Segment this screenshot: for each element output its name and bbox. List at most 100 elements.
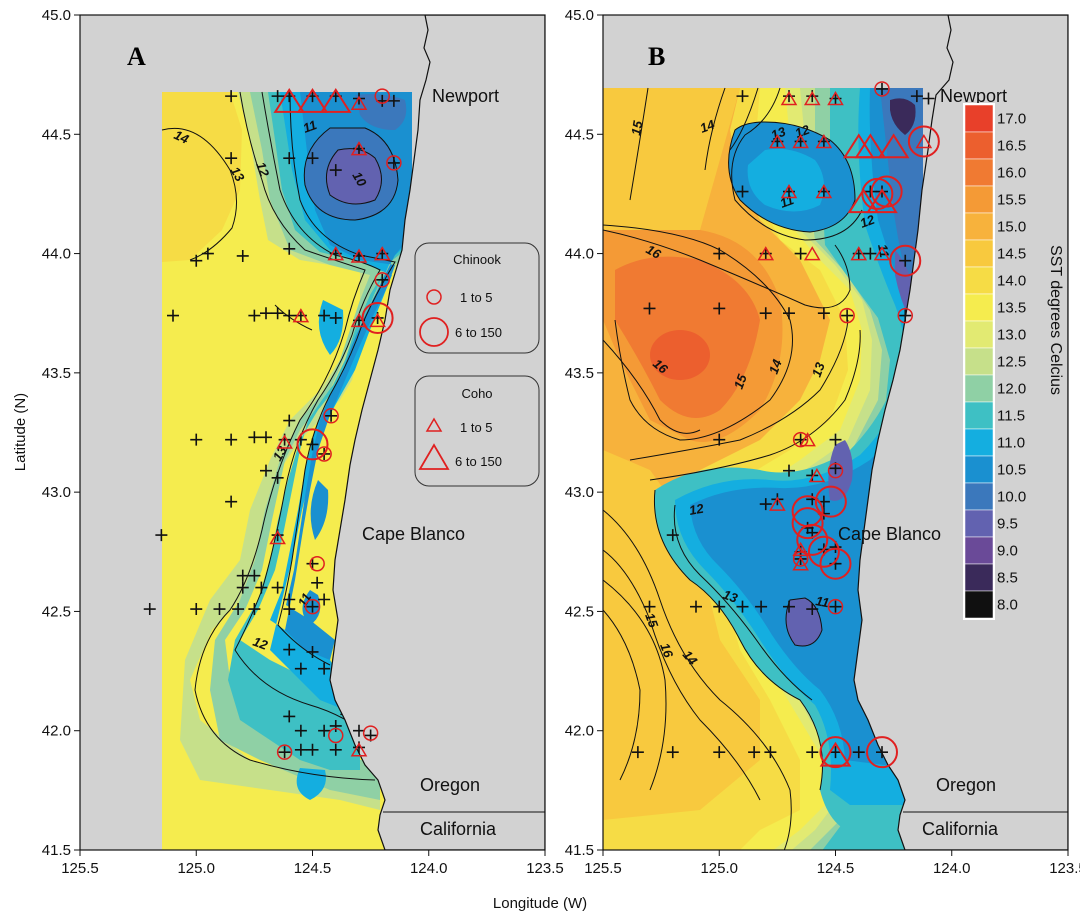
station-marker (248, 431, 261, 444)
coho-marker (803, 246, 821, 261)
station-marker (260, 464, 272, 477)
station-marker (278, 746, 291, 759)
colorbar-swatch (964, 266, 994, 295)
station-marker (387, 94, 400, 107)
station-marker (283, 242, 296, 255)
colorbar-tick-label: 12.5 (997, 354, 1026, 371)
coho-marker (373, 246, 391, 261)
colorbar-swatch (964, 347, 994, 376)
coho-small-marker (425, 417, 443, 432)
chinook-marker (796, 523, 829, 556)
place-california-a: California (420, 819, 497, 839)
station-marker (143, 603, 156, 616)
station-marker (759, 498, 772, 511)
chinook-marker (316, 446, 332, 462)
colorbar-tick-label: 8.0 (997, 597, 1018, 614)
colorbar-swatch (964, 320, 994, 349)
colorbar-swatch (964, 536, 994, 565)
coho-marker (269, 529, 286, 545)
station-marker (225, 433, 238, 446)
station-marker (329, 164, 342, 177)
coho-legend-title: Coho (461, 386, 492, 401)
colorbar-title: SST degrees Celcius (1047, 245, 1064, 395)
coho-marker (847, 188, 880, 214)
station-marker (225, 495, 238, 508)
coho-marker (292, 308, 310, 323)
y-tick-label: 43.0 (42, 484, 71, 501)
place-newport-a: Newport (432, 86, 499, 106)
station-marker (155, 529, 168, 542)
chinook-marker (866, 736, 898, 769)
coho-marker (819, 741, 852, 767)
colorbar-swatch (964, 239, 994, 268)
panel-b-land (853, 15, 1068, 850)
station-marker (922, 92, 935, 105)
x-tick-label: 125.0 (177, 860, 215, 877)
panel-a-contours (161, 91, 399, 781)
station-marker (306, 438, 319, 451)
station-marker (294, 662, 307, 675)
station-marker (852, 746, 865, 759)
station-marker (353, 724, 365, 737)
station-marker (255, 581, 268, 594)
coho-marker (350, 312, 368, 328)
coho-marker (769, 133, 786, 149)
station-marker (248, 603, 261, 616)
colorbar-swatch (964, 293, 994, 322)
station-marker (306, 645, 319, 658)
station-marker (736, 185, 749, 198)
coho-marker (827, 91, 844, 106)
station-marker (376, 94, 389, 107)
colorbar-tick-label: 16.0 (997, 165, 1026, 182)
y-tick-label: 42.0 (565, 723, 594, 740)
x-tick-label: 124.5 (817, 860, 855, 877)
station-marker (294, 743, 307, 756)
colorbar-swatch (964, 455, 994, 484)
y-tick-label: 44.5 (42, 126, 71, 143)
coho-marker (369, 312, 386, 328)
station-marker (713, 247, 726, 260)
station-marker (666, 746, 679, 759)
colorbar-swatch (964, 509, 994, 538)
station-marker (736, 600, 749, 613)
y-tick-label: 45.0 (565, 7, 594, 24)
colorbar-tick-label: 14.5 (997, 246, 1026, 263)
coho-marker (276, 434, 293, 449)
place-cape-blanco-b: Cape Blanco (838, 524, 941, 544)
station-marker (713, 746, 726, 759)
contour-label: 15 (642, 611, 661, 630)
place-newport-b: Newport (940, 86, 1007, 106)
colorbar-tick-label: 9.0 (997, 543, 1018, 560)
colorbar-tick-label: 11.5 (997, 408, 1025, 425)
coho-marker (866, 188, 898, 214)
colorbar-swatch (964, 401, 994, 430)
station-marker (260, 307, 272, 320)
chinook-marker (276, 744, 293, 760)
station-marker (306, 743, 319, 756)
chinook-marker (374, 88, 390, 104)
station-marker (283, 603, 296, 616)
chinook-marker (814, 485, 847, 518)
coho-marker (350, 248, 368, 263)
station-marker (666, 529, 679, 542)
panel-b-label: B (648, 42, 665, 71)
contour-label: 16 (657, 641, 676, 660)
chinook-large-label: 6 to 150 (455, 325, 502, 340)
station-marker (225, 90, 238, 103)
colorbar-tick-label: 16.5 (997, 138, 1026, 155)
panel-a-coho-markers (269, 88, 391, 757)
coho-marker (815, 184, 833, 199)
station-marker (783, 600, 795, 613)
colorbar-swatch (964, 482, 994, 511)
station-marker (690, 600, 702, 613)
y-tick-label: 42.0 (42, 723, 71, 740)
colorbar-tick-label: 13.5 (997, 300, 1026, 317)
station-marker (294, 724, 307, 737)
y-tick-label: 44.5 (565, 126, 594, 143)
chinook-marker (296, 428, 329, 461)
colorbar-tick-label: 14.0 (997, 273, 1026, 290)
colorbar-swatch (964, 104, 994, 133)
station-marker (631, 746, 644, 759)
place-oregon-b: Oregon (936, 775, 996, 795)
